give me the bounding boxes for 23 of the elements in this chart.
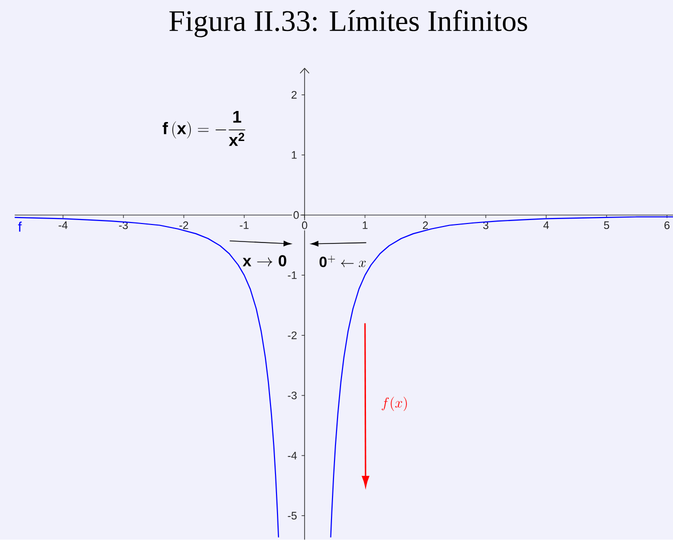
annotation: $\mathbf{f\,(x)} = -\frac{\mathbf{1}}{\mathbf{x^{2}}}$ — [162, 111, 246, 146]
chart-title: Figura II.33: Límites Infinitos — [169, 10, 528, 38]
annotation: $\mathbf{x} \rightarrow \mathbf{0}$ — [242, 255, 286, 267]
x-tick-label: 6 — [664, 222, 670, 230]
y-tick-label: -5 — [288, 512, 297, 520]
y-tick-label: 2 — [292, 91, 297, 99]
x-tick-label: 0 — [302, 222, 308, 230]
x-tick-label: -1 — [240, 222, 249, 230]
x-tick-label: 1 — [362, 222, 368, 230]
y-tick-label: -3 — [288, 392, 297, 400]
series-label: f — [18, 222, 22, 232]
x-tick-label: -4 — [58, 222, 68, 230]
y-tick-label: 1 — [292, 151, 297, 159]
x-tick-label: 2 — [422, 222, 428, 230]
y-tick-label: 0 — [294, 211, 299, 220]
annotation: $\mathbf{0}^{+} \leftarrow x$ — [320, 256, 366, 268]
x-tick-label: -2 — [179, 222, 188, 230]
y-tick-label: -1 — [288, 272, 297, 280]
annotation: $f(x)$ — [382, 396, 407, 412]
y-tick-label: -4 — [288, 452, 297, 460]
x-tick-label: 5 — [604, 222, 610, 230]
x-tick-label: 4 — [543, 222, 549, 230]
y-tick-label: -2 — [288, 332, 297, 340]
